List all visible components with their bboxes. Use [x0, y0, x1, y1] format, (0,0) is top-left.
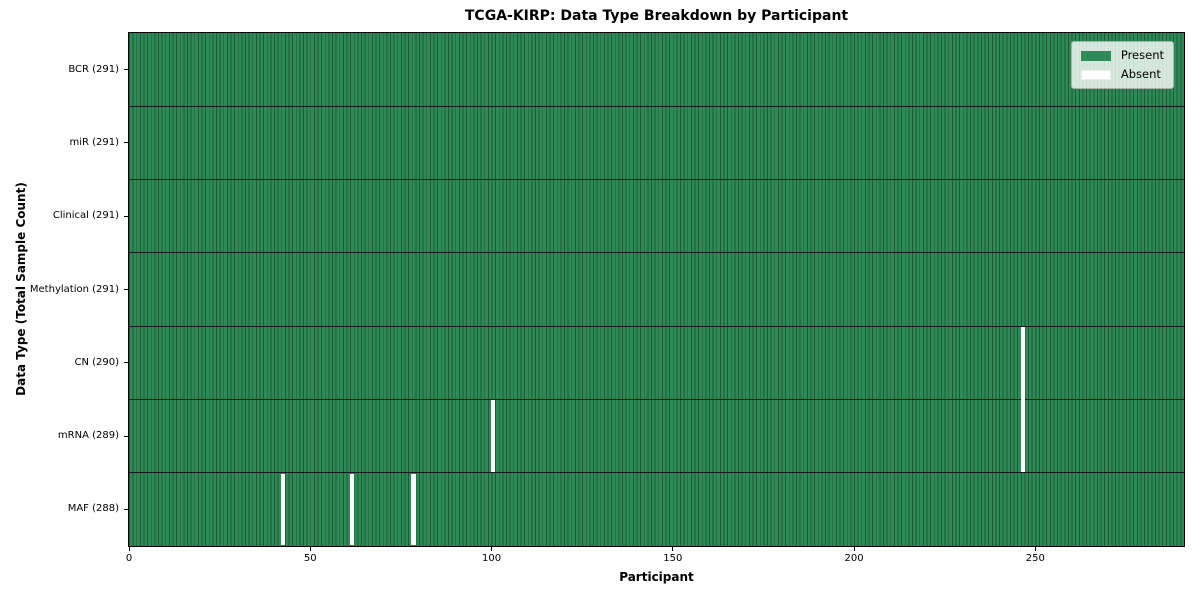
x-tick-label-0: 0	[125, 553, 133, 564]
x-tick-mark	[491, 547, 493, 551]
y-tick-mark	[124, 435, 128, 437]
chart-title: TCGA-KIRP: Data Type Breakdown by Partic…	[464, 8, 849, 24]
y-tick-label-BCR: BCR (291)	[68, 63, 119, 75]
absent-cell-mRNA-246	[1020, 399, 1025, 472]
x-tick-mark	[309, 547, 311, 551]
legend-label: Absent	[1120, 67, 1161, 81]
row-divider	[129, 179, 1184, 181]
x-tick-label-100: 100	[481, 553, 502, 564]
row-divider	[129, 472, 1184, 474]
y-tick-label-CN: CN (290)	[74, 356, 119, 368]
x-tick-label-250: 250	[1025, 553, 1045, 564]
y-tick-label-Methylation: Methylation (291)	[29, 283, 119, 295]
y-tick-label-MAF: MAF (288)	[67, 503, 119, 515]
absent-cell-CN-246	[1020, 327, 1025, 400]
legend-entry-absent: Absent	[1080, 67, 1164, 81]
legend-label: Present	[1120, 48, 1164, 62]
absent-cell-MAF-61	[349, 473, 355, 545]
row-divider	[129, 325, 1184, 327]
legend-swatch-absent	[1080, 69, 1111, 80]
row-divider	[129, 105, 1184, 107]
plot-area: Present Absent	[128, 32, 1185, 547]
y-tick-mark	[124, 289, 128, 290]
legend-entry-present: Present	[1080, 48, 1164, 62]
y-tick-label-miR: miR (291)	[69, 136, 119, 148]
legend: Present Absent	[1070, 41, 1174, 89]
row-divider	[129, 252, 1184, 254]
absent-cell-MAF-78	[411, 473, 416, 545]
x-tick-label-150: 150	[663, 553, 683, 564]
x-tick-mark	[128, 547, 130, 551]
y-tick-mark	[124, 69, 128, 71]
legend-swatch-present	[1080, 50, 1111, 61]
absent-cell-MAF-42	[280, 473, 286, 545]
y-tick-mark	[124, 142, 128, 144]
y-tick-mark	[124, 508, 128, 510]
y-tick-mark	[124, 215, 128, 217]
x-tick-mark	[1034, 547, 1036, 551]
row-divider	[129, 398, 1184, 400]
y-tick-label-Clinical: Clinical (291)	[52, 210, 119, 222]
x-tick-mark	[672, 547, 674, 551]
x-tick-mark	[853, 547, 855, 551]
x-tick-label-50: 50	[303, 553, 317, 564]
y-tick-mark	[124, 362, 128, 364]
y-tick-label-mRNA: mRNA (289)	[57, 430, 119, 442]
x-tick-label-200: 200	[844, 553, 864, 564]
absent-cell-mRNA-100	[491, 400, 496, 472]
x-axis-title: Participant	[619, 570, 694, 584]
